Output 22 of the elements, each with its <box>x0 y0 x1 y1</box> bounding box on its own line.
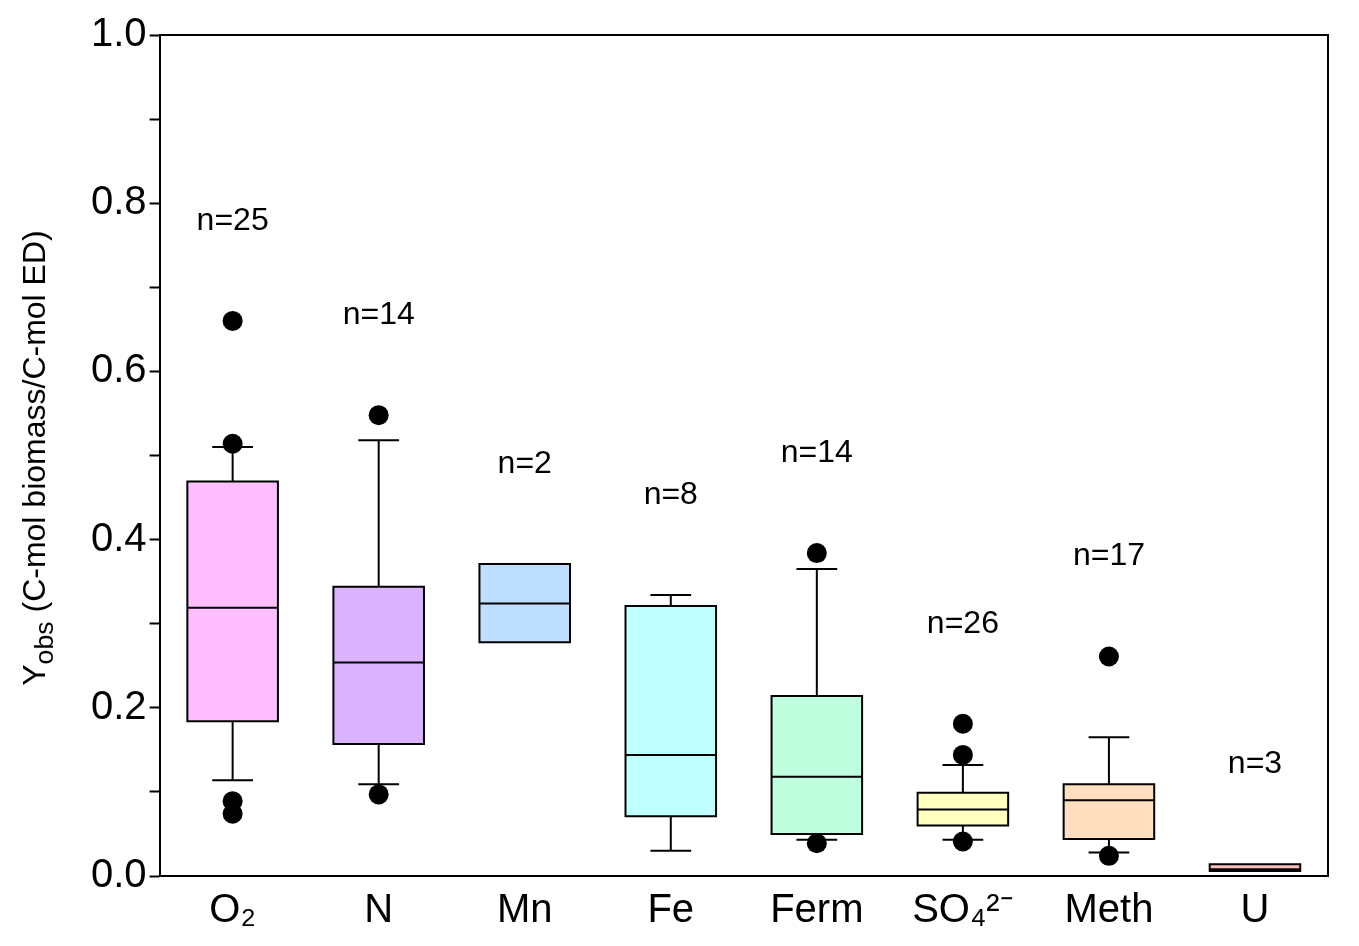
x-tick-label: U <box>1240 886 1270 931</box>
y-tick-label: 0.6 <box>91 346 147 391</box>
y-tick-label: 0.4 <box>91 514 147 559</box>
y-tick-label: 0.0 <box>91 851 147 896</box>
x-tick-label: SO₄²⁻ <box>912 886 1014 931</box>
x-tick-label: Meth <box>1064 886 1154 931</box>
annotation: n=17 <box>1072 536 1145 573</box>
annotation: n=2 <box>497 443 552 480</box>
x-tick-label: O₂ <box>209 886 256 931</box>
x-tick-label: Ferm <box>770 886 864 931</box>
y-tick-label: 0.8 <box>91 178 147 223</box>
annotation: n=3 <box>1227 744 1283 781</box>
y-tick-label: 1.0 <box>91 10 147 55</box>
annotation: n=14 <box>780 432 853 469</box>
x-tick-label: Fe <box>647 886 695 931</box>
annotation: n=14 <box>342 294 415 331</box>
x-tick-label: Mn <box>496 886 553 931</box>
y-tick-label: 0.2 <box>91 682 147 727</box>
x-tick-label: N <box>364 886 394 931</box>
annotation: n=25 <box>196 200 269 237</box>
annotation: n=26 <box>926 603 999 640</box>
annotation: n=8 <box>643 474 698 511</box>
